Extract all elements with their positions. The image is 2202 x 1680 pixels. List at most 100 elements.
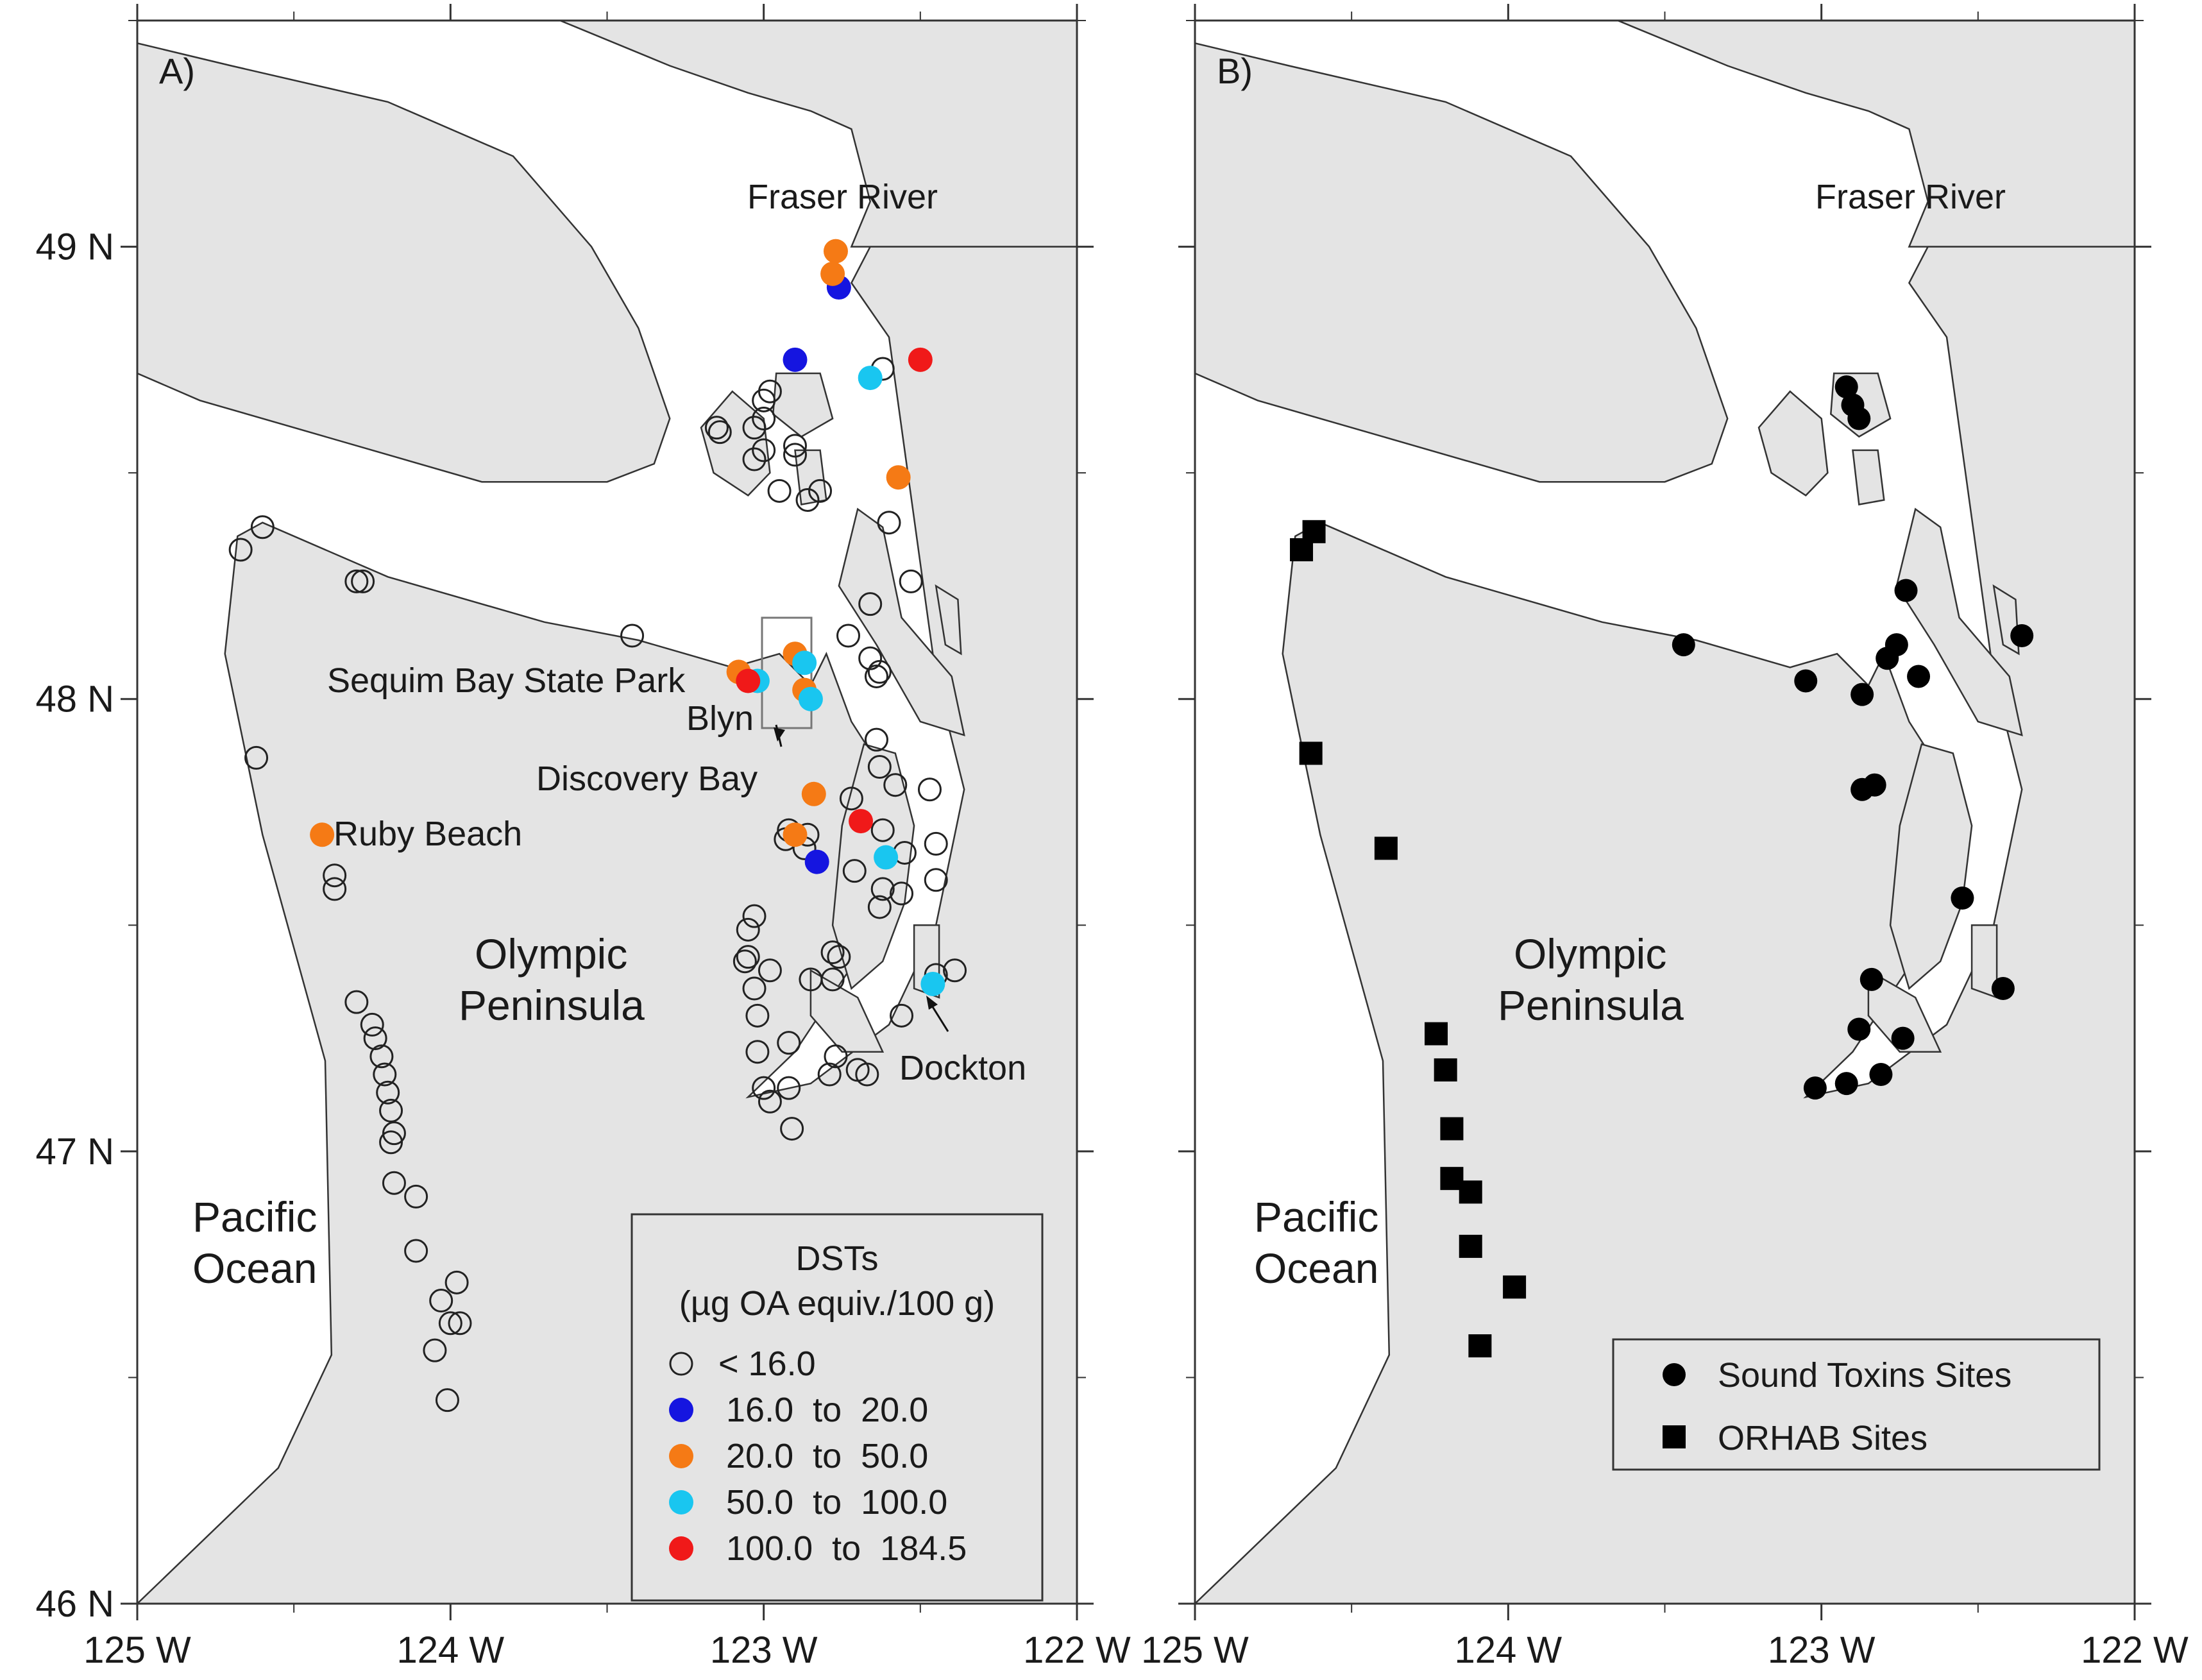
label-fraser-river-b: Fraser River: [1815, 178, 2006, 216]
land-key-peninsula: [809, 969, 885, 1053]
sound-toxins-site: [1894, 579, 1918, 602]
x-tick-label: 125 W: [1141, 1629, 1249, 1671]
site-point-lt16: [244, 745, 269, 770]
orhab-site: [1299, 742, 1323, 765]
land-vancouver-island: [1195, 42, 1729, 483]
site-point-lt16: [752, 388, 776, 412]
site-point-lt16: [842, 859, 867, 883]
site-point-lt16: [783, 443, 807, 467]
land-kitsap-peninsula: [1889, 743, 1973, 990]
label-ruby-beach: Ruby Beach: [334, 815, 522, 853]
site-point-lt16: [736, 917, 760, 942]
sound-toxins-site: [1794, 669, 1818, 693]
site-point-lt16: [890, 881, 914, 906]
y-tick-label: 49 N: [35, 226, 114, 268]
x-tick-label: 123 W: [1768, 1629, 1876, 1671]
sound-toxins-site: [1803, 1076, 1827, 1100]
y-tick-label: 47 N: [35, 1131, 114, 1173]
site-point-lt16: [858, 592, 883, 616]
panel-b-legend: Sound Toxins Sites ORHAB Sites: [1612, 1338, 2101, 1471]
legend-marker-lt16: [669, 1352, 693, 1376]
sound-toxins-site: [1834, 375, 1858, 399]
label-fraser-river: Fraser River: [747, 178, 938, 216]
site-point-class-3: [858, 366, 883, 391]
site-point-lt16: [858, 646, 883, 670]
sound-toxins-site: [1951, 886, 1974, 910]
site-point-lt16: [620, 624, 645, 648]
site-point-lt16: [423, 1338, 447, 1362]
panel-a-points: [228, 239, 967, 1413]
site-point-lt16: [867, 754, 892, 779]
site-point-lt16: [404, 1184, 428, 1209]
legend-marker-100-184: [669, 1536, 693, 1561]
panel-b-points: [1290, 375, 2034, 1358]
label-pacific-b: Pacific: [1254, 1193, 1378, 1241]
orhab-site: [1459, 1234, 1482, 1258]
x-tick-label: 122 W: [1023, 1629, 1131, 1671]
legend-label-orhab: ORHAB Sites: [1718, 1419, 1927, 1457]
site-point-lt16: [404, 1239, 428, 1263]
site-point-lt16: [379, 1098, 403, 1123]
label-dockton: Dockton: [899, 1049, 1026, 1087]
site-point-class-3: [874, 845, 899, 870]
site-point-lt16: [777, 1076, 801, 1100]
sound-toxins-site: [1672, 633, 1695, 657]
site-point-class-2: [783, 822, 808, 847]
x-tick-label: 124 W: [397, 1629, 505, 1671]
label-ocean: Ocean: [192, 1244, 317, 1292]
sound-toxins-site: [2010, 624, 2034, 647]
site-point-lt16: [758, 1089, 782, 1114]
land-whidbey-island: [1895, 507, 2023, 736]
site-point-lt16: [780, 1117, 804, 1141]
legend-title: DSTs: [795, 1239, 878, 1278]
site-point-lt16: [824, 1044, 848, 1069]
label-discovery-bay: Discovery Bay: [536, 759, 758, 798]
sound-toxins-site: [1876, 647, 1899, 670]
land-key-peninsula: [1867, 969, 1942, 1053]
site-point-lt16: [250, 515, 275, 539]
site-point-lt16: [795, 488, 820, 512]
site-point-lt16: [438, 1311, 462, 1336]
legend-marker-orhab: [1663, 1425, 1686, 1448]
site-point-lt16: [752, 407, 776, 431]
site-point-lt16: [373, 1062, 397, 1087]
site-point-lt16: [382, 1121, 406, 1146]
site-point-lt16: [864, 664, 888, 688]
land-lopez-island: [1852, 449, 1885, 505]
land-whidbey-island: [838, 507, 965, 736]
orhab-site: [1374, 836, 1398, 860]
x-tick-label: 124 W: [1455, 1629, 1563, 1671]
label-sequim-bay-state-park: Sequim Bay State Park: [327, 661, 686, 700]
site-point-lt16: [883, 773, 908, 797]
orhab-site: [1425, 1022, 1448, 1046]
panel-b-label: B): [1217, 51, 1253, 91]
site-point-lt16: [323, 863, 347, 888]
land-orcas-island: [772, 372, 834, 438]
site-point-lt16: [752, 1076, 776, 1100]
sound-toxins-site: [1863, 773, 1886, 797]
land-mainland-bc: [1617, 21, 2135, 248]
label-pacific: Pacific: [192, 1193, 317, 1241]
site-point-lt16: [363, 1026, 387, 1051]
site-point-lt16: [379, 1130, 403, 1155]
orhab-site: [1434, 1058, 1457, 1082]
site-point-class-4: [736, 668, 761, 693]
site-point-lt16: [742, 904, 766, 928]
legend-subtitle: (µg OA equiv./100 g): [679, 1284, 995, 1323]
sound-toxins-site: [1891, 1026, 1915, 1050]
site-point-lt16: [817, 1062, 842, 1087]
site-point-lt16: [758, 958, 782, 983]
orhab-site: [1459, 1180, 1482, 1204]
orhab-site: [1290, 538, 1314, 562]
site-point-class-4: [849, 809, 874, 834]
site-point-lt16: [752, 438, 776, 462]
legend-label-100-184: 100.0 to 184.5: [726, 1529, 967, 1568]
orhab-site: [1503, 1275, 1527, 1299]
site-point-lt16: [448, 1311, 472, 1336]
land-camano-island: [935, 584, 962, 656]
orhab-site: [1440, 1117, 1464, 1141]
site-point-lt16: [924, 868, 948, 892]
site-point-class-1: [783, 347, 808, 372]
sound-toxins-site: [1834, 1072, 1858, 1096]
site-point-lt16: [799, 967, 823, 992]
